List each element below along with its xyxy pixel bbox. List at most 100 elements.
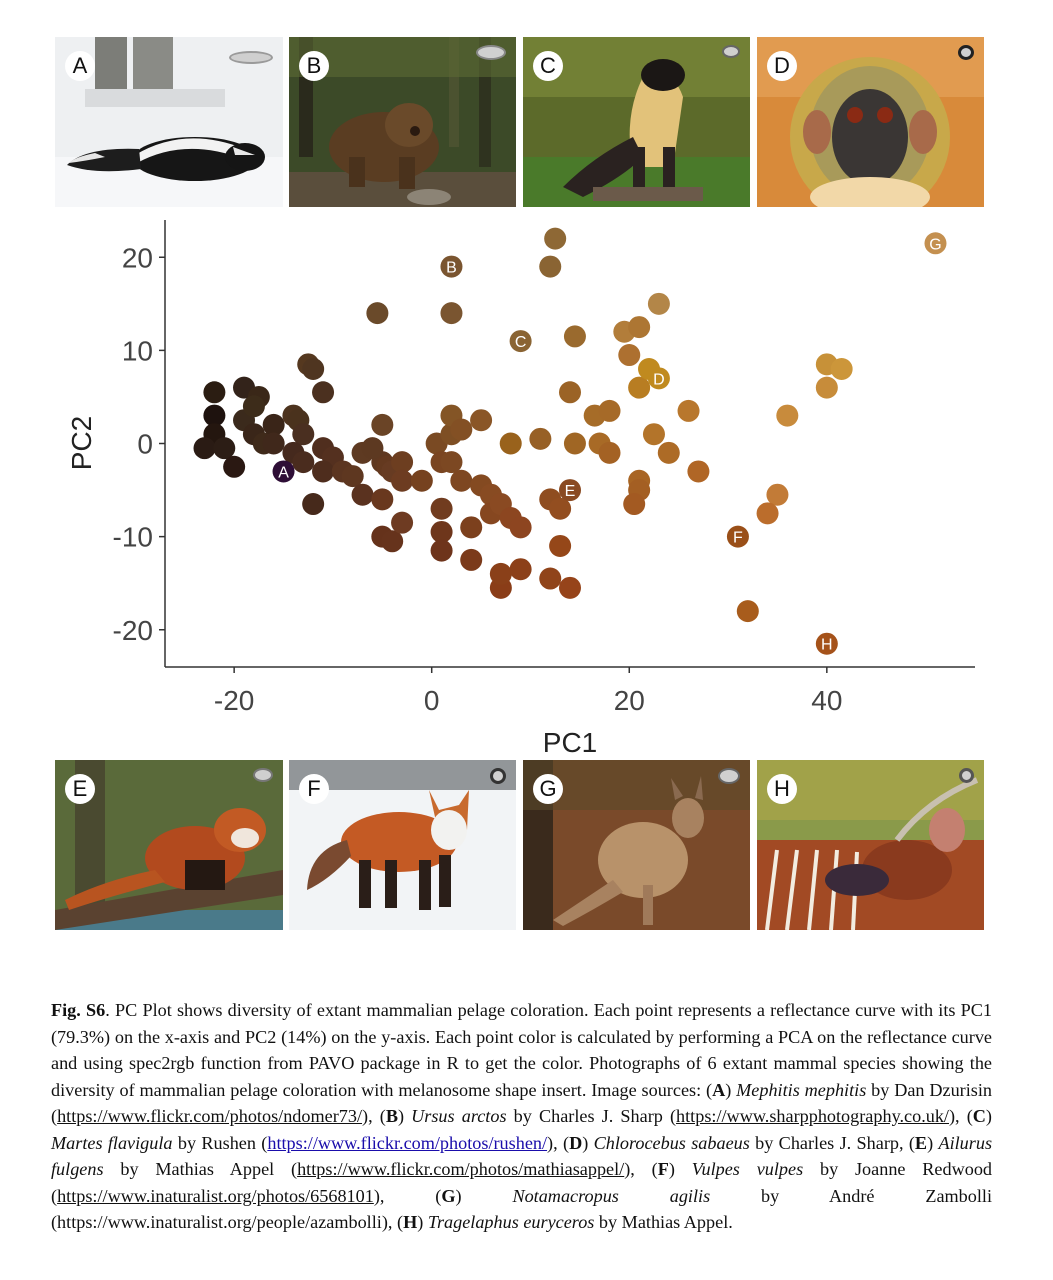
data-point	[539, 255, 562, 278]
data-point	[618, 344, 641, 367]
data-point	[391, 451, 414, 474]
data-point	[312, 460, 335, 483]
pca-scatter-plot: -20 0 20 40 -20 -10 0 10 20 A B C D E F G H PC1 PC2	[66, 220, 975, 758]
data-point	[539, 567, 562, 590]
y-tick-label: 0	[137, 429, 153, 460]
photo-label: D	[767, 51, 797, 81]
data-point	[460, 516, 483, 539]
photo-label: E	[65, 774, 95, 804]
photo-label: H	[767, 774, 797, 804]
data-point	[766, 483, 789, 506]
photo-label: A	[65, 51, 95, 81]
data-point	[391, 469, 414, 492]
labeled-point-f: F	[726, 525, 749, 548]
melanosome-insert	[959, 768, 974, 783]
labeled-point-letter: E	[565, 483, 576, 500]
figure-caption: Fig. S6. PC Plot shows diversity of exta…	[51, 997, 992, 1236]
labeled-point-letter: B	[446, 260, 457, 277]
source-letter: E	[914, 1132, 928, 1153]
species-name: Martes flavigula	[51, 1132, 173, 1153]
data-point	[623, 493, 646, 516]
photo-label: B	[299, 51, 329, 81]
labeled-points: A B C D E F G H	[272, 232, 947, 655]
image-source: (C) Martes flavigula by Rushen (https://…	[51, 1106, 992, 1153]
data-point	[563, 325, 586, 348]
data-point	[598, 399, 621, 422]
source-letter: F	[657, 1159, 669, 1179]
labeled-point-letter: H	[821, 637, 833, 654]
photo-a-skunk: A	[55, 37, 283, 207]
data-point	[529, 427, 552, 450]
data-point	[410, 469, 433, 492]
x-tick-label: -20	[214, 685, 254, 716]
labeled-point-marker	[559, 479, 581, 502]
data-point	[302, 493, 325, 516]
data-point	[489, 562, 512, 585]
species-name: Vulpes vulpes	[691, 1159, 804, 1179]
source-link[interactable]: https://www.flickr.com/photos/rushen/	[267, 1132, 548, 1153]
data-point	[687, 460, 710, 483]
labeled-point-letter: G	[929, 236, 941, 253]
image-source: (G) Notamacropus agilis by André Zamboll…	[51, 1185, 993, 1233]
source-link[interactable]: https://www.flickr.com/photos/mathiasapp…	[297, 1159, 625, 1179]
data-point	[830, 358, 853, 380]
source-link[interactable]: https://www.inaturalist.org/photos/65681…	[57, 1185, 374, 1206]
points	[193, 227, 853, 623]
source-letter: H	[403, 1212, 418, 1232]
data-point	[736, 600, 759, 623]
melanosome-insert	[476, 45, 506, 60]
y-tick-label: 20	[122, 242, 153, 273]
data-point	[657, 441, 680, 464]
data-point	[815, 376, 838, 399]
data-point	[647, 292, 670, 315]
labeled-point-marker	[440, 255, 463, 278]
data-point	[312, 381, 335, 404]
x-tick-label: 40	[811, 685, 842, 716]
data-point	[242, 395, 265, 418]
data-point	[292, 423, 315, 446]
photo-e-red-panda: E	[55, 760, 283, 930]
source-link[interactable]: https://www.sharpphotography.co.uk/	[676, 1106, 949, 1126]
source-letter: G	[441, 1185, 456, 1206]
data-point	[509, 558, 532, 581]
labeled-point-letter: D	[653, 371, 665, 388]
labeled-point-g: G	[924, 232, 947, 255]
melanosome-insert	[253, 768, 273, 782]
data-point	[366, 302, 389, 325]
data-point	[430, 497, 453, 520]
melanosome-insert	[490, 768, 506, 784]
melanosome-insert	[958, 45, 974, 60]
species-name: Mephitis mephitis	[736, 1079, 867, 1100]
data-point	[756, 502, 779, 525]
data-point	[509, 516, 532, 539]
labeled-point-marker	[924, 232, 947, 255]
data-point	[262, 413, 285, 436]
photo-f-fox: F	[289, 760, 516, 930]
species-name: Notamacropus agilis	[512, 1185, 711, 1206]
data-point	[776, 404, 799, 427]
source-letter: D	[569, 1132, 583, 1153]
data-point	[598, 441, 621, 464]
labeled-point-a: A	[272, 460, 295, 483]
labeled-point-marker	[272, 460, 295, 483]
melanosome-insert	[718, 768, 740, 784]
x-tick-label: 20	[614, 685, 645, 716]
image-source: (B) Ursus arctos by Charles J. Sharp (ht…	[379, 1106, 967, 1126]
image-source: (E) Ailurus fulgens by Mathias Appel (ht…	[51, 1132, 993, 1180]
photo-h-bongo: H	[757, 760, 984, 930]
data-point	[499, 432, 522, 455]
data-point	[628, 376, 651, 399]
source-letter: A	[712, 1079, 726, 1100]
data-point	[559, 381, 581, 404]
bongo-image	[757, 760, 984, 930]
labeled-point-b: B	[440, 255, 463, 278]
data-point	[470, 409, 493, 432]
labeled-point-marker	[726, 525, 749, 548]
labeled-point-marker	[509, 330, 532, 353]
source-link[interactable]: https://www.flickr.com/photos/ndomer73/	[57, 1106, 363, 1126]
data-point	[223, 455, 246, 478]
labeled-point-e: E	[559, 479, 581, 502]
data-point	[371, 413, 394, 436]
data-point	[628, 316, 651, 339]
data-point	[559, 576, 581, 599]
